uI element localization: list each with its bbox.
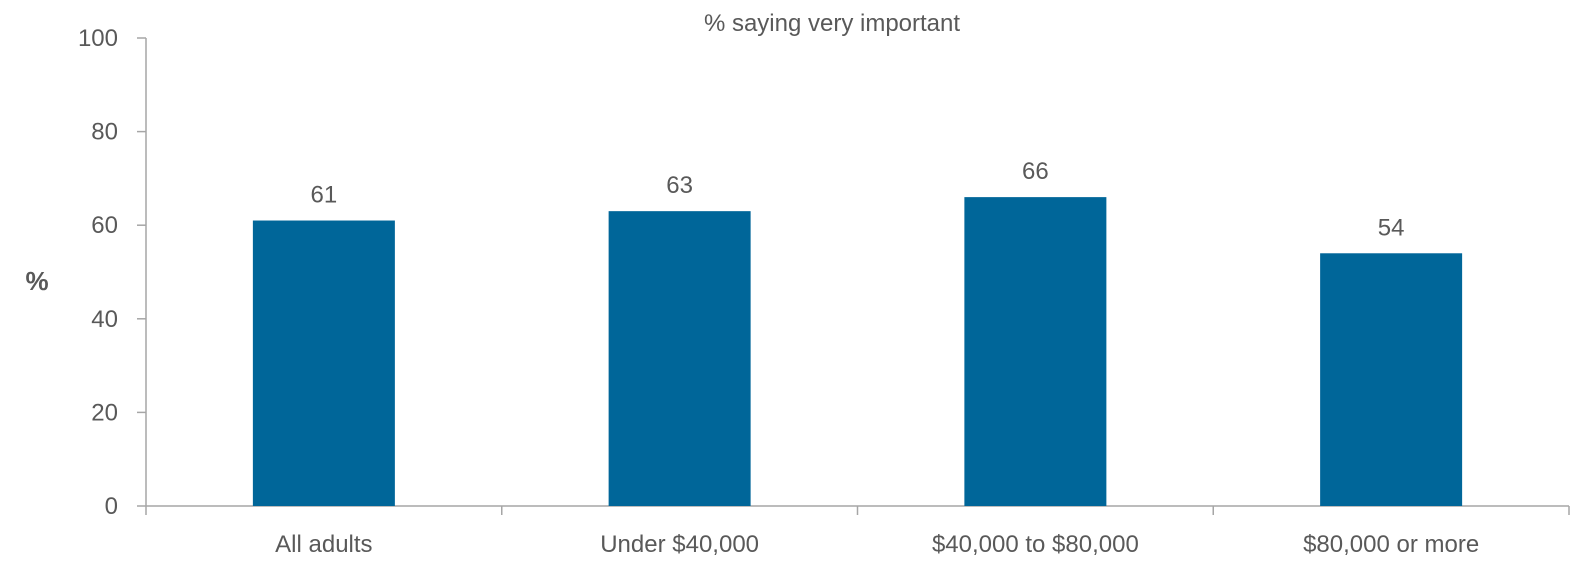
category-labels: All adults Under $40,000 $40,000 to $80,00… <box>275 531 1479 558</box>
bar <box>608 211 751 506</box>
category-label: Under $40,000 <box>600 531 759 558</box>
category-label: $80,000 or more <box>1303 531 1479 558</box>
category-label: $40,000 to $80,000 <box>932 531 1139 558</box>
y-tick-label: 60 <box>91 212 118 239</box>
data-label: 61 <box>311 182 338 209</box>
y-tick-label: 20 <box>91 399 118 426</box>
x-axis <box>145 505 1570 515</box>
chart-title: % saying very important <box>704 10 960 37</box>
y-tick-label: 100 <box>78 25 118 52</box>
category-label: All adults <box>275 531 372 558</box>
bar <box>252 220 395 506</box>
y-axis-label: % <box>25 266 48 296</box>
bar <box>964 197 1107 506</box>
data-label: 63 <box>666 172 693 199</box>
y-tick-label: 0 <box>105 493 118 520</box>
y-tick-label: 80 <box>91 119 118 146</box>
data-label: 66 <box>1022 158 1049 185</box>
data-labels: 61 63 66 54 <box>311 158 1405 241</box>
y-tick-label: 40 <box>91 306 118 333</box>
y-axis: 0 20 40 60 80 100 <box>78 25 147 520</box>
bar <box>1320 253 1463 506</box>
bar-series <box>252 197 1463 506</box>
data-label: 54 <box>1378 214 1405 241</box>
